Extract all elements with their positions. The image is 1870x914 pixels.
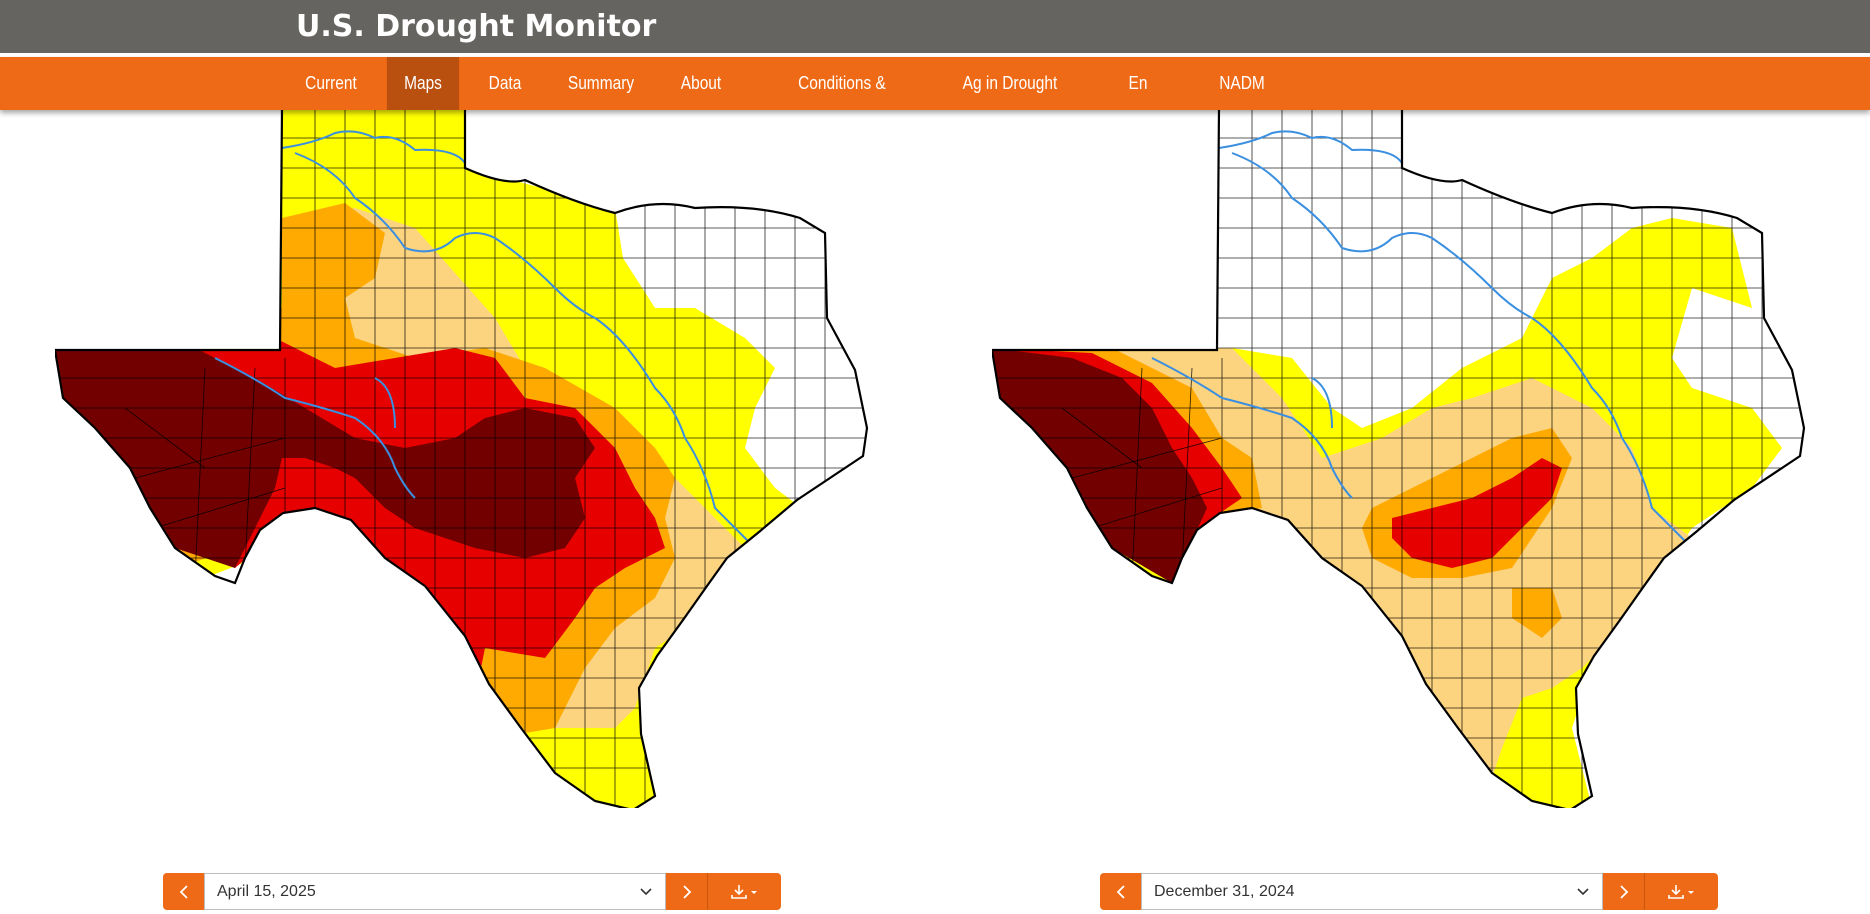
download-button[interactable] — [1644, 873, 1718, 910]
d2-region-south — [1512, 588, 1562, 638]
map-controls-left: April 15, 2025 — [163, 873, 781, 910]
map-controls-right: December 31, 2024 — [1100, 873, 1718, 910]
chevron-left-icon — [179, 884, 188, 899]
next-week-button[interactable] — [1603, 873, 1644, 910]
date-select-value: April 15, 2025 — [217, 882, 316, 900]
download-button[interactable] — [707, 873, 781, 910]
nav-item-summary[interactable]: Summary — [567, 73, 635, 93]
rivers — [1151, 130, 1693, 549]
chevron-left-icon — [1116, 884, 1125, 899]
nav-item-current[interactable]: Current — [305, 73, 357, 93]
date-select[interactable]: April 15, 2025 — [204, 873, 666, 910]
chevron-right-icon — [682, 884, 691, 899]
nav-item-maps[interactable]: Maps — [386, 57, 460, 110]
drought-map-right — [992, 108, 1812, 808]
d4-region — [55, 338, 595, 568]
nav-item-ag-in-drought[interactable]: Ag in Drought — [962, 73, 1058, 93]
date-select-value: December 31, 2024 — [1154, 882, 1295, 900]
next-week-button[interactable] — [666, 873, 707, 910]
main-nav: Current Maps Data Summary About Conditio… — [0, 57, 1870, 146]
download-icon — [1667, 884, 1694, 899]
nav-item-nadm[interactable]: NADM — [1219, 73, 1265, 93]
prev-week-button[interactable] — [1100, 873, 1141, 910]
nav-item-data[interactable]: Data — [488, 73, 522, 93]
texas-outline — [992, 108, 1806, 808]
chevron-down-icon — [1577, 887, 1589, 895]
chevron-right-icon — [1619, 884, 1628, 899]
chevron-down-icon — [640, 887, 652, 895]
drought-map-left — [55, 108, 875, 808]
nav-item-en-espanol[interactable]: En Español — [1110, 73, 1166, 146]
rivers — [214, 130, 756, 549]
download-icon — [730, 884, 757, 899]
d3-region-central — [1392, 458, 1562, 568]
d4-region — [992, 348, 1207, 583]
site-title[interactable]: U.S. Drought Monitor — [296, 9, 657, 44]
prev-week-button[interactable] — [163, 873, 204, 910]
texas-outline — [55, 108, 869, 808]
nav-item-about[interactable]: About — [680, 73, 722, 93]
date-select[interactable]: December 31, 2024 — [1141, 873, 1603, 910]
site-header: U.S. Drought Monitor — [0, 0, 1870, 55]
nav-item-conditions-outlooks[interactable]: Conditions & Outlooks — [798, 73, 886, 146]
